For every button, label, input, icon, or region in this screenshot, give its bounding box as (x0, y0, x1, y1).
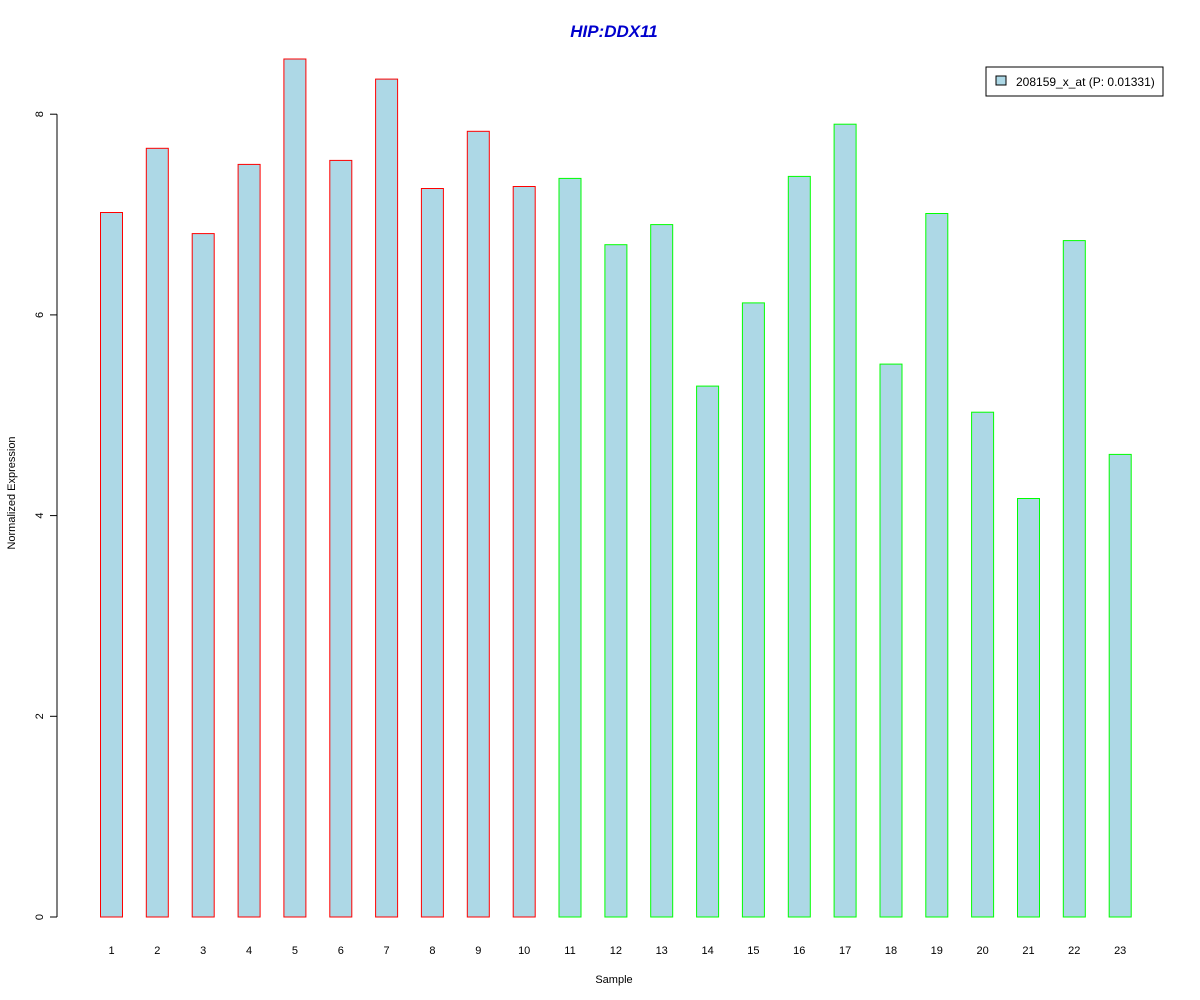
x-tick-label: 18 (885, 945, 897, 957)
legend-box (985, 66, 1164, 97)
bar-sample-4 (237, 163, 261, 918)
bar-sample-20 (971, 411, 995, 918)
x-tick-label: 12 (610, 945, 622, 957)
x-tick-label: 15 (747, 945, 759, 957)
x-tick-label: 2 (154, 945, 160, 957)
bar-sample-5 (283, 58, 307, 918)
y-tick-label: 4 (34, 513, 46, 519)
x-tick-label: 20 (976, 945, 988, 957)
x-tick-label: 14 (701, 945, 713, 957)
y-axis-label: Normalized Expression (6, 436, 18, 549)
x-tick-label: 3 (200, 945, 206, 957)
bar-sample-19 (925, 213, 949, 918)
y-tick-label: 8 (34, 111, 46, 117)
y-tick-label: 0 (34, 914, 46, 920)
bars-group (100, 58, 1132, 918)
bar-sample-16 (787, 175, 811, 918)
bar-sample-1 (100, 212, 123, 918)
x-tick-label: 6 (338, 945, 344, 957)
x-tick-label: 9 (475, 945, 481, 957)
bar-sample-14 (696, 385, 720, 918)
x-tick-label: 1 (108, 945, 114, 957)
bar-sample-15 (741, 302, 765, 918)
bar-sample-13 (650, 224, 674, 918)
bar-sample-9 (466, 130, 490, 918)
x-tick-label: 17 (839, 945, 851, 957)
x-tick-label: 21 (1022, 945, 1034, 957)
legend: 208159_x_at (P: 0.01331) (985, 66, 1164, 97)
bar-sample-23 (1108, 453, 1132, 918)
x-tick-label: 13 (656, 945, 668, 957)
x-tick-label: 16 (793, 945, 805, 957)
bar-sample-12 (604, 244, 628, 918)
y-axis: 0 2 4 6 8 (34, 111, 58, 920)
bar-sample-10 (512, 186, 536, 918)
x-axis-tick-labels: 1 2 3 4 5 6 7 8 9 10 11 12 13 14 15 16 17 18 19 20 21 22 23 (108, 945, 1126, 957)
bar-sample-22 (1062, 240, 1086, 918)
x-tick-label: 22 (1068, 945, 1080, 957)
bar-sample-2 (145, 147, 169, 918)
bar-sample-11 (558, 177, 582, 918)
bar-sample-18 (879, 363, 903, 918)
chart-title: HIP:DDX11 (570, 22, 658, 41)
y-tick-label: 6 (34, 312, 46, 318)
legend-swatch (995, 75, 1007, 86)
x-tick-label: 5 (292, 945, 298, 957)
bar-sample-3 (191, 233, 215, 918)
x-tick-label: 7 (384, 945, 390, 957)
x-tick-label: 23 (1114, 945, 1126, 957)
bar-sample-21 (1017, 498, 1040, 918)
y-tick-label: 2 (34, 713, 46, 719)
x-tick-label: 19 (931, 945, 943, 957)
bar-sample-17 (833, 123, 857, 918)
legend-label: 208159_x_at (P: 0.01331) (1016, 75, 1155, 89)
x-tick-label: 8 (429, 945, 435, 957)
x-tick-label: 4 (246, 945, 252, 957)
x-tick-label: 11 (564, 945, 575, 957)
x-tick-label: 10 (518, 945, 530, 957)
bar-sample-7 (375, 78, 399, 918)
x-axis-label: Sample (595, 974, 632, 986)
bar-sample-6 (329, 159, 353, 918)
bar-sample-8 (420, 188, 444, 918)
